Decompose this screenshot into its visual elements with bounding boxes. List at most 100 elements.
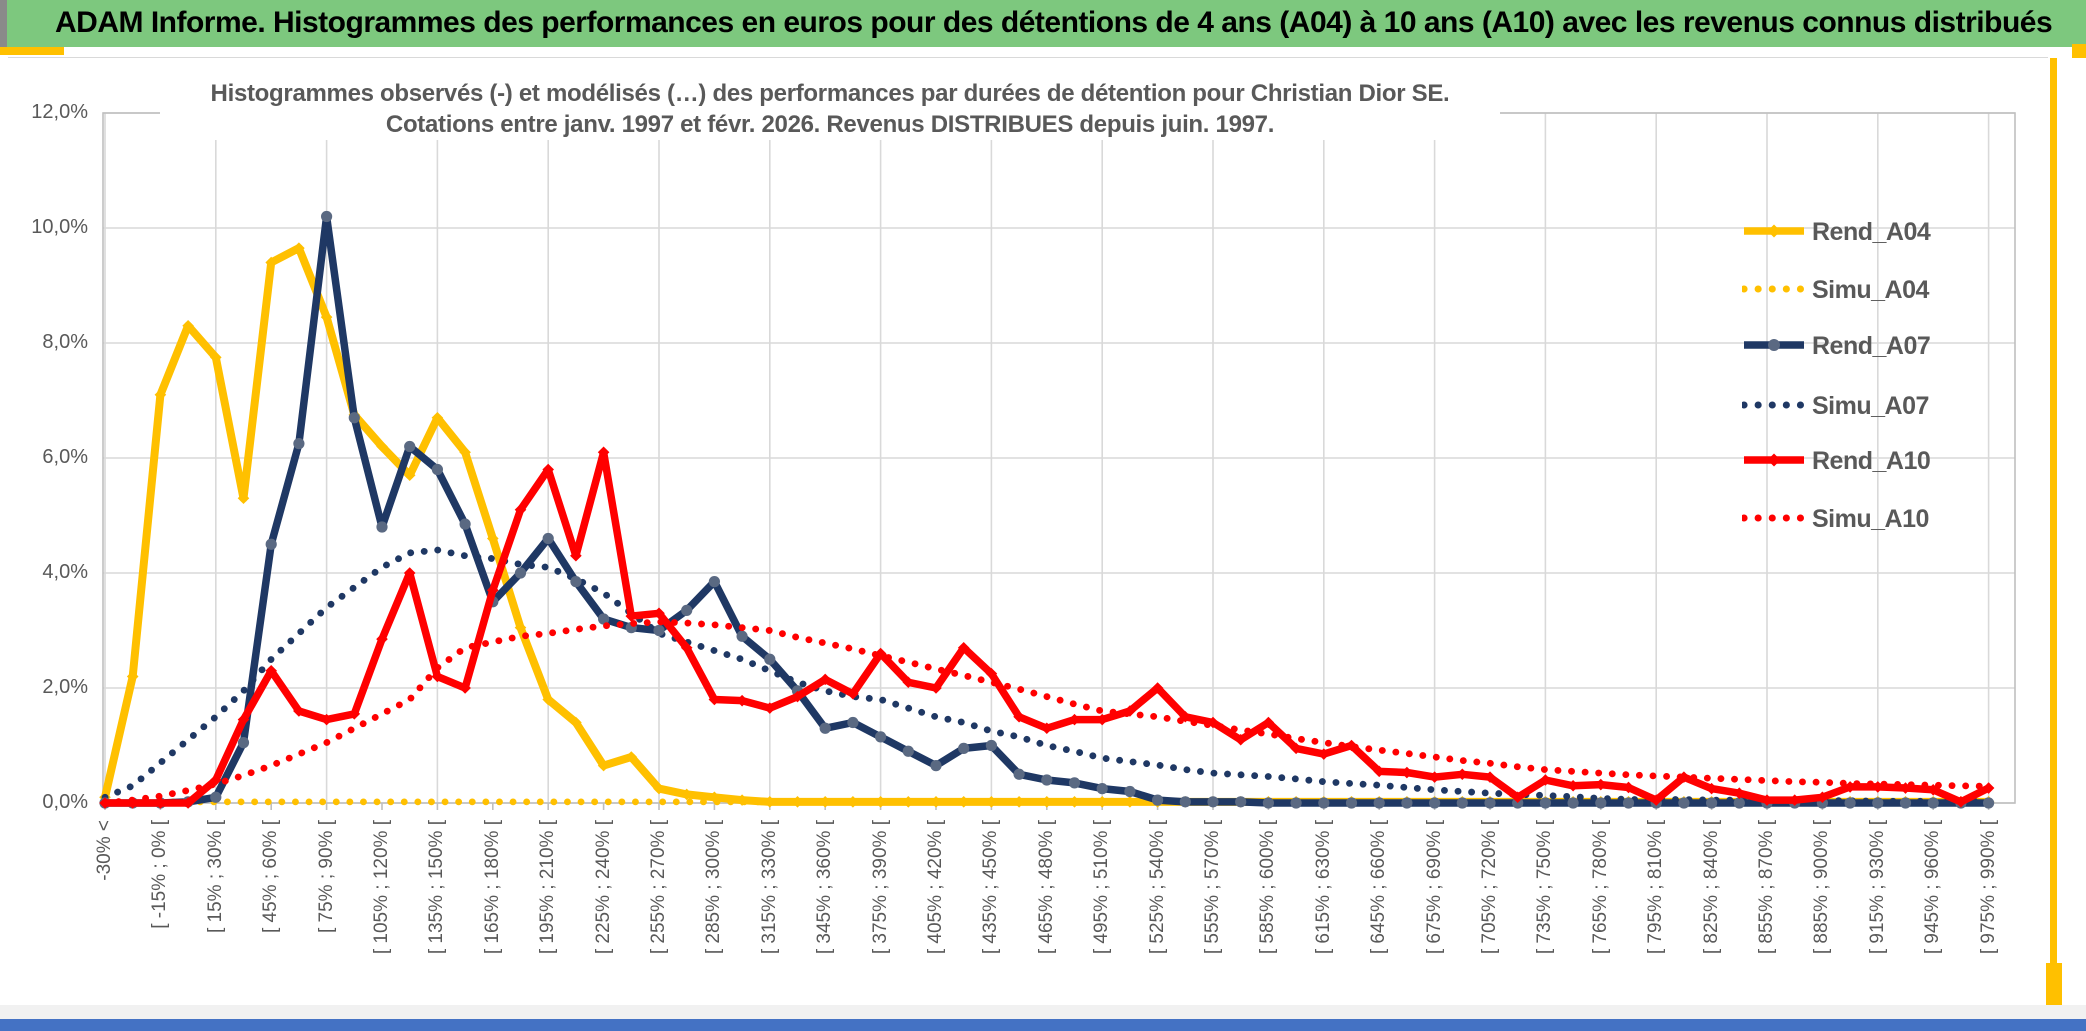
series-Rend_A04-marker xyxy=(625,751,638,763)
legend-label-Rend_A07: Rend_A07 xyxy=(1812,332,1931,360)
series-Rend_A10-marker xyxy=(1013,710,1025,723)
series-Rend_A07-marker xyxy=(875,731,887,743)
series-Rend_A10-marker xyxy=(459,682,471,694)
series-Rend_A04-marker xyxy=(542,693,554,706)
series-Rend_A10-marker xyxy=(265,664,277,677)
series-Rend_A04-marker xyxy=(902,796,915,808)
series-Rend_A10-marker xyxy=(736,694,748,707)
series-Rend_A10-marker xyxy=(403,567,416,579)
series-Rend_A04-line xyxy=(101,244,1989,806)
x-axis-label: [ 825% ; 840% [ xyxy=(1700,820,1722,955)
series-Rend_A04-marker xyxy=(930,796,942,808)
series-Rend_A10-marker xyxy=(1982,782,1995,794)
series-Rend_A07-marker xyxy=(1927,797,1939,809)
legend-label-Rend_A10: Rend_A10 xyxy=(1812,447,1931,475)
series-Rend_A10-marker xyxy=(819,673,831,686)
series-Rend_A10-marker xyxy=(1234,733,1247,746)
series-Rend_A07-marker xyxy=(1733,797,1745,809)
series-Rend_A07-marker xyxy=(1096,783,1108,795)
y-axis-label: 6,0% xyxy=(42,446,88,468)
series-Rend_A07-marker xyxy=(653,624,665,637)
series-Rend_A10-marker xyxy=(348,708,361,720)
series-Rend_A10-marker xyxy=(1650,794,1662,806)
y-axis-label: 8,0% xyxy=(42,331,88,353)
series-Rend_A07-marker xyxy=(514,567,527,579)
x-axis-label: [ 615% ; 630% [ xyxy=(1312,820,1334,955)
series-Rend_A10-marker xyxy=(653,607,665,620)
series-Rend_A10-marker xyxy=(1318,748,1330,760)
legend-sample-Simu_A07 xyxy=(1742,401,1806,409)
series-Rend_A07-marker xyxy=(1872,797,1884,809)
series-Rend_A10-marker xyxy=(930,682,942,694)
x-axis-label: [ 465% ; 480% [ xyxy=(1035,820,1057,955)
x-axis-label: [ 345% ; 360% [ xyxy=(814,820,836,955)
series-Rend_A10-marker xyxy=(487,584,499,597)
series-Rend_A07-marker xyxy=(1456,797,1468,809)
series-Rend_A07-marker xyxy=(293,438,305,450)
series-Rend_A10-marker xyxy=(1373,765,1385,778)
series-Rend_A07-marker xyxy=(958,742,970,754)
series-Rend_A07-marker xyxy=(321,210,333,223)
series-Rend_A10-marker xyxy=(985,667,998,680)
series-Rend_A07-marker xyxy=(237,737,250,749)
series-Rend_A04-marker xyxy=(237,492,250,505)
x-axis-label: [ 915% ; 930% [ xyxy=(1866,820,1888,955)
x-axis-label: [ 315% ; 330% [ xyxy=(758,820,780,955)
accent-top-right xyxy=(2072,44,2086,58)
x-axis-label: [ 15% ; 30% [ xyxy=(204,820,226,934)
x-axis-label: [ 675% ; 690% [ xyxy=(1423,820,1445,955)
series-Rend_A07-marker xyxy=(1152,794,1164,806)
series-Rend_A04-marker xyxy=(708,791,721,804)
series-Rend_A07-marker xyxy=(1124,785,1136,798)
series-Rend_A04-marker xyxy=(1096,796,1108,808)
series-Rend_A07-marker xyxy=(1567,797,1579,809)
series-Rend_A10-marker xyxy=(182,797,194,809)
legend-sample-Rend_A04 xyxy=(1744,224,1804,238)
x-axis-label: [ 135% ; 150% [ xyxy=(426,820,448,955)
series-Rend_A04-marker xyxy=(791,796,804,808)
series-Rend_A10-marker xyxy=(570,549,582,562)
series-Rend_A10-marker xyxy=(126,797,139,809)
x-axis-label: [ 705% ; 720% [ xyxy=(1479,820,1500,955)
series-Rend_A10-marker xyxy=(680,641,693,654)
x-axis-label: [ 765% ; 780% [ xyxy=(1589,820,1611,955)
series-Rend_A04-marker xyxy=(487,532,499,545)
series-Rend_A07-marker xyxy=(1179,796,1191,808)
series-Rend_A07-marker xyxy=(764,653,776,665)
series-Rend_A04-marker xyxy=(1068,796,1081,808)
series-Rend_A07-marker xyxy=(1290,797,1302,809)
series-Rend_A07-marker xyxy=(1401,797,1413,809)
series-Rend_A10-marker xyxy=(1401,766,1413,779)
series-Rend_A04-marker xyxy=(1013,796,1025,808)
series-Rend_A07-marker xyxy=(819,722,831,734)
series-Rend_A07-marker xyxy=(1235,796,1247,808)
series-Rend_A04-marker xyxy=(431,411,444,424)
chart-title-line2: Cotations entre janv. 1997 et févr. 2026… xyxy=(385,111,1275,138)
x-axis-label: [ 555% ; 570% [ xyxy=(1202,820,1223,955)
series-Rend_A10-marker xyxy=(1955,796,1967,808)
x-axis-label: [ 735% ; 750% [ xyxy=(1534,820,1556,955)
legend-sample-Simu_A04 xyxy=(1742,285,1806,293)
legend-label-Rend_A04: Rend_A04 xyxy=(1812,218,1931,246)
series-Rend_A10-marker xyxy=(1761,794,1773,806)
series-Rend_A10-marker xyxy=(514,503,527,516)
series-Rend_A10-marker xyxy=(1345,739,1358,752)
series-Rend_A07-marker xyxy=(1484,797,1496,809)
series-Rend_A07-marker xyxy=(930,760,942,772)
series-Rend_A10-marker xyxy=(1872,781,1884,793)
series-Rend_A10-marker xyxy=(1428,771,1441,783)
legend-sample-Simu_A10 xyxy=(1742,514,1806,522)
series-Rend_A07-marker xyxy=(681,604,693,616)
y-axis-label: 4,0% xyxy=(42,561,88,583)
series-Rend_A10-marker xyxy=(1927,783,1939,796)
series-Rend_A10-marker xyxy=(1068,713,1081,726)
x-axis-label: -30% < xyxy=(94,820,115,881)
series-Rend_A04-marker xyxy=(514,621,527,634)
series-Rend_A07-marker xyxy=(1899,797,1912,809)
x-axis-label: [ -15% ; 0% [ xyxy=(149,820,171,929)
accent-corner-vertical xyxy=(2046,963,2062,1018)
series-Rend_A07-marker xyxy=(376,521,388,533)
series-Rend_A04-marker xyxy=(1041,796,1053,808)
series-Rend_A10-marker xyxy=(597,446,610,459)
